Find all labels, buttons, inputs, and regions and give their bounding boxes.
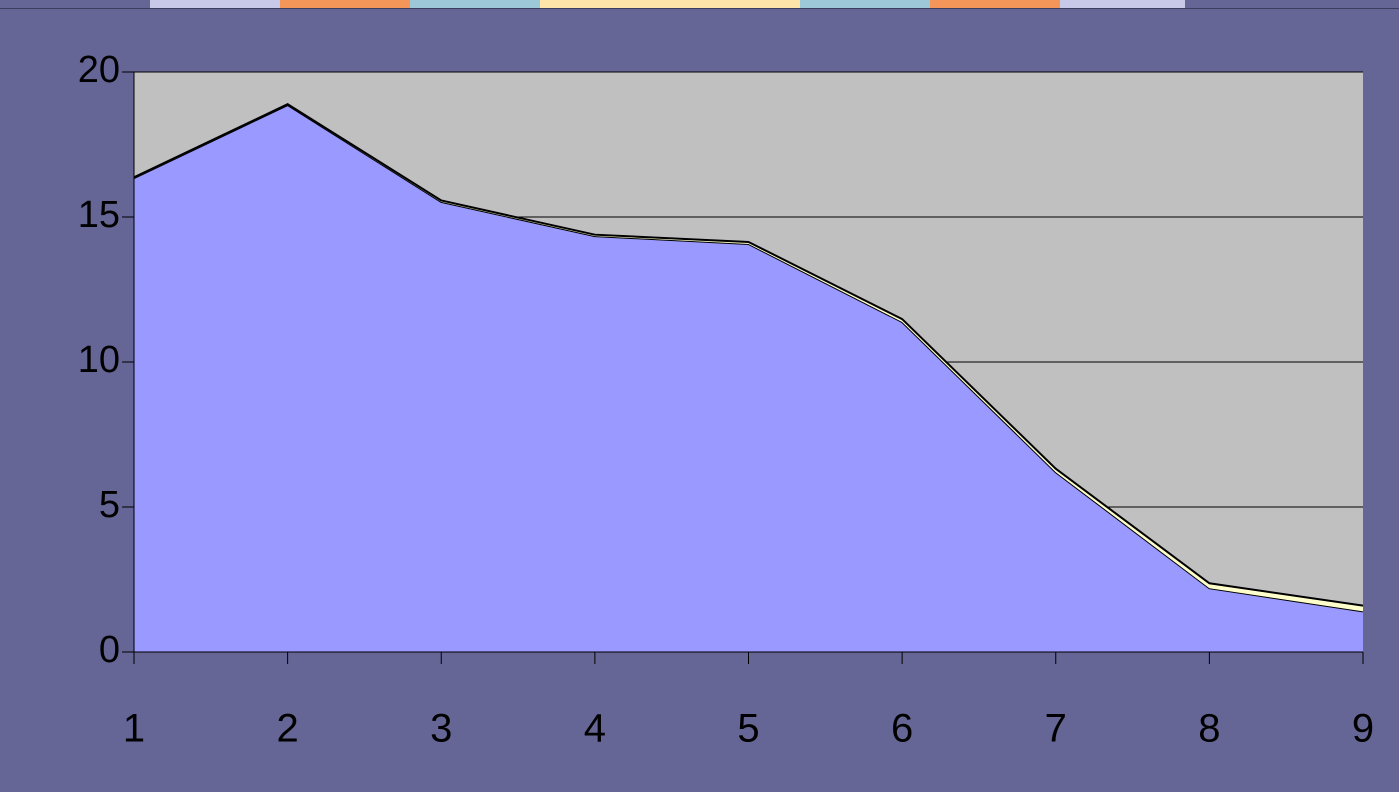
decor-block: [280, 0, 410, 8]
decor-block: [800, 0, 930, 8]
x-tick-label: 8: [1198, 707, 1220, 751]
decor-block: [410, 0, 540, 8]
x-tick-label: 4: [584, 707, 606, 751]
y-tick-label: 15: [78, 194, 120, 236]
decor-block: [1060, 0, 1185, 8]
y-tick-label: 20: [78, 49, 120, 91]
x-tick-label: 2: [277, 707, 299, 751]
decor-line: [0, 8, 1399, 9]
x-tick-label: 3: [430, 707, 452, 751]
area: [134, 105, 1363, 652]
decor-block: [540, 0, 670, 8]
area-outline: [133, 103, 1364, 607]
decor-block: [670, 0, 800, 8]
y-tick-label: 10: [78, 339, 120, 381]
x-tick-label: 1: [123, 707, 145, 751]
top-decoration: [0, 0, 1399, 9]
y-tick-label: 0: [99, 629, 120, 671]
x-tick-label: 5: [737, 707, 759, 751]
decor-block: [930, 0, 1060, 8]
x-tick-label: 7: [1045, 707, 1067, 751]
y-tick-label: 5: [99, 484, 120, 526]
x-tick-label: 6: [891, 707, 913, 751]
x-tick-label: 9: [1352, 707, 1374, 751]
decor-block: [150, 0, 280, 8]
